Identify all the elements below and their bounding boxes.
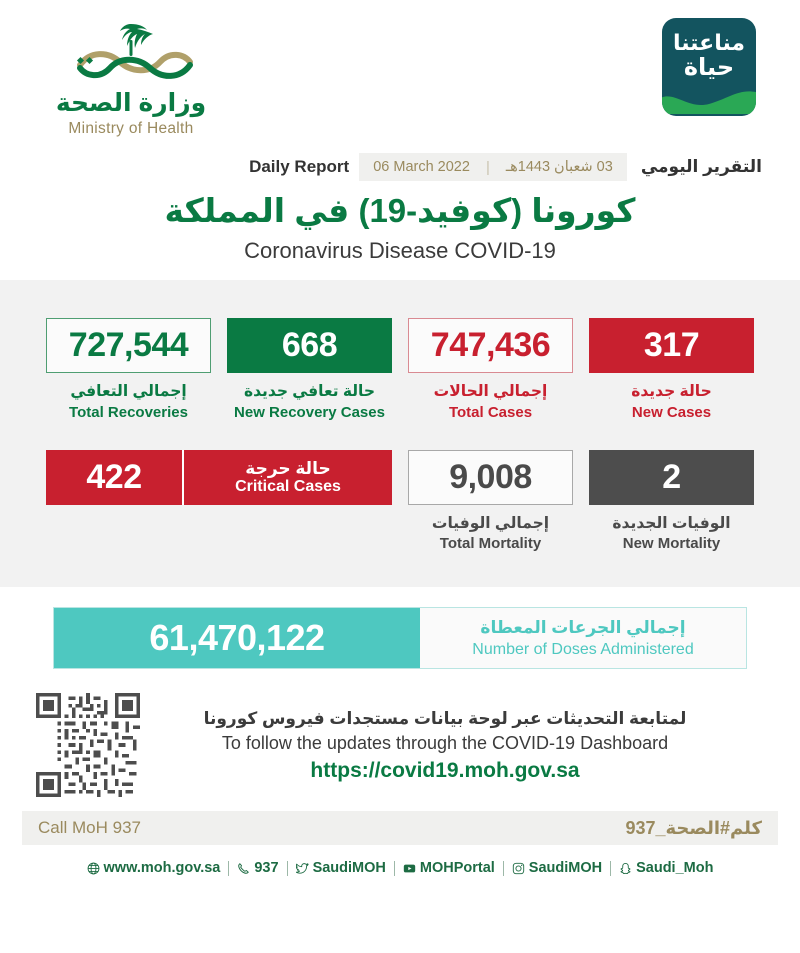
footer-item-instagram[interactable]: SaudiMOH: [504, 860, 610, 876]
date-chip: 06 March 2022 | 03 شعبان 1443هـ: [359, 153, 627, 181]
date-gregorian: 06 March 2022: [373, 159, 470, 175]
dashboard-text-en: To follow the updates through the COVID-…: [221, 732, 669, 753]
stat-label-en-total-mortality: Total Mortality: [439, 535, 542, 553]
doses-label-ar: إجمالي الجرعات المعطاة: [480, 618, 686, 638]
daily-report-label-en: Daily Report: [249, 157, 350, 176]
page-title-arabic: كورونا (كوفيد-19) في المملكة: [164, 192, 636, 229]
footer-divider: [228, 860, 230, 876]
footer-label-youtube: MOHPortal: [419, 860, 495, 877]
dashboard-url-link[interactable]: https://covid19.moh.gov.sa: [310, 758, 580, 782]
globe-icon: [87, 862, 100, 875]
footer-divider: [393, 860, 395, 876]
dashboard-text: لمتابعة التحديثات عبر لوحة بيانات مستجدا…: [150, 708, 770, 783]
stat-label-ar-total-mortality: إجمالي الوفيات: [431, 514, 550, 532]
stat-label-en-total-recoveries: Total Recoveries: [69, 403, 188, 421]
twitter-icon: [295, 862, 309, 875]
date-separator: |: [485, 158, 490, 176]
footer-item-twitter[interactable]: SaudiMOH: [288, 860, 394, 876]
footer-label-website: www.moh.gov.sa: [103, 860, 221, 877]
stat-card-new-cases: 317 حالة جديدة New Cases: [589, 318, 754, 422]
moh-logo: وزارة الصحة Ministry of Health: [36, 18, 226, 138]
stat-label-en-critical-cases: Critical Cases: [235, 477, 341, 495]
footer-item-snapchat[interactable]: Saudi_Moh: [611, 860, 721, 876]
stat-card-total-cases: 747,436 إجمالي الحالات Total Cases: [408, 318, 573, 422]
immunity-is-life-logo: مناعتنا حياة: [662, 18, 756, 116]
stat-label-ar-new-cases: حالة جديدة: [631, 383, 712, 401]
footer-label-snapchat: Saudi_Moh: [636, 860, 714, 877]
stat-label-critical-cases: حالة حرجة Critical Cases: [184, 450, 392, 505]
stat-card-critical-cases: 422 حالة حرجة Critical Cases: [46, 449, 392, 505]
date-bar: Daily Report 06 March 2022 | 03 شعبان 14…: [0, 150, 800, 184]
stat-value-total-cases: 747,436: [408, 318, 573, 374]
moh-logo-arabic: وزارة الصحة: [55, 89, 207, 117]
footer-item-website[interactable]: www.moh.gov.sa: [79, 860, 229, 876]
social-footer: www.moh.gov.sa 937 SaudiMOH MOHPortal: [0, 845, 800, 891]
stat-card-new-mortality: 2 الوفيات الجديدة New Mortality: [589, 449, 754, 554]
dashboard-section: لمتابعة التحديثات عبر لوحة بيانات مستجدا…: [0, 685, 800, 808]
stat-label-ar-total-cases: إجمالي الحالات: [433, 383, 548, 401]
doses-bar: 61,470,122 إجمالي الجرعات المعطاة Number…: [53, 607, 747, 670]
doses-label-en: Number of Doses Administered: [472, 640, 694, 658]
stat-value-total-mortality: 9,008: [408, 449, 573, 505]
stat-value-critical-cases: 422: [46, 449, 184, 505]
footer-item-youtube[interactable]: MOHPortal: [395, 860, 503, 876]
doses-value: 61,470,122: [54, 608, 420, 669]
immunity-logo-line2: حياة: [683, 53, 735, 81]
stats-row-2: 422 حالة حرجة Critical Cases 9,008 إجمال…: [0, 449, 800, 554]
immunity-logo-wave-icon: [662, 91, 756, 114]
footer-divider: [610, 860, 612, 876]
call-moh-label-ar: كلم#الصحة_937: [625, 817, 762, 838]
page-title: كورونا (كوفيد-19) في المملكة Coronavirus…: [0, 184, 800, 280]
immunity-logo-line1: مناعتنا: [672, 30, 746, 55]
stat-label-en-new-mortality: New Mortality: [622, 535, 721, 553]
qr-code-icon[interactable]: [36, 693, 140, 798]
stat-value-new-mortality: 2: [589, 449, 754, 505]
stat-label-en-new-cases: New Cases: [631, 403, 712, 421]
footer-item-phone[interactable]: 937: [229, 860, 286, 876]
stat-value-total-recoveries: 727,544: [46, 318, 211, 374]
footer-label-phone: 937: [254, 860, 279, 877]
footer-divider: [286, 860, 288, 876]
snapchat-icon: [619, 862, 632, 875]
date-hijri: 03 شعبان 1443هـ: [505, 159, 613, 175]
moh-palm-swords-logo-icon: [56, 18, 206, 86]
daily-report-label-ar: التقرير اليومي: [640, 157, 762, 176]
statistics-section: 727,544 إجمالي التعافي Total Recoveries …: [0, 280, 800, 588]
page-header: وزارة الصحة Ministry of Health مناعتنا ح…: [0, 0, 800, 150]
call-moh-bar: Call MoH 937 كلم#الصحة_937: [22, 811, 778, 846]
doses-section: 61,470,122 إجمالي الجرعات المعطاة Number…: [0, 587, 800, 686]
stat-label-en-total-cases: Total Cases: [448, 403, 533, 421]
stat-card-new-recovery-cases: 668 حالة تعافي جديدة New Recovery Cases: [227, 318, 392, 422]
stats-row-1: 727,544 إجمالي التعافي Total Recoveries …: [0, 318, 800, 422]
footer-label-twitter: SaudiMOH: [312, 860, 386, 877]
stat-label-ar-critical-cases: حالة حرجة: [245, 458, 331, 478]
stat-label-en-new-recovery-cases: New Recovery Cases: [234, 403, 385, 421]
doses-label: إجمالي الجرعات المعطاة Number of Doses A…: [420, 608, 746, 668]
footer-label-instagram: SaudiMOH: [528, 860, 603, 877]
phone-icon: [237, 862, 250, 875]
moh-logo-english: Ministry of Health: [68, 120, 194, 137]
stat-card-total-mortality: 9,008 إجمالي الوفيات Total Mortality: [408, 449, 573, 554]
stat-label-ar-new-recovery-cases: حالة تعافي جديدة: [243, 383, 376, 401]
footer-divider: [502, 860, 504, 876]
stat-label-ar-total-recoveries: إجمالي التعافي: [70, 383, 187, 401]
immunity-logo-text: مناعتنا حياة: [662, 31, 756, 81]
instagram-icon: [512, 862, 525, 875]
page-title-english: Coronavirus Disease COVID-19: [244, 238, 556, 264]
stat-value-new-recovery-cases: 668: [227, 318, 392, 374]
stat-card-total-recoveries: 727,544 إجمالي التعافي Total Recoveries: [46, 318, 211, 422]
dashboard-text-ar: لمتابعة التحديثات عبر لوحة بيانات مستجدا…: [203, 708, 687, 728]
stat-label-ar-new-mortality: الوفيات الجديدة: [612, 514, 731, 532]
call-moh-label-en: Call MoH 937: [38, 818, 141, 838]
stat-value-new-cases: 317: [589, 318, 754, 374]
youtube-icon: [403, 862, 416, 875]
